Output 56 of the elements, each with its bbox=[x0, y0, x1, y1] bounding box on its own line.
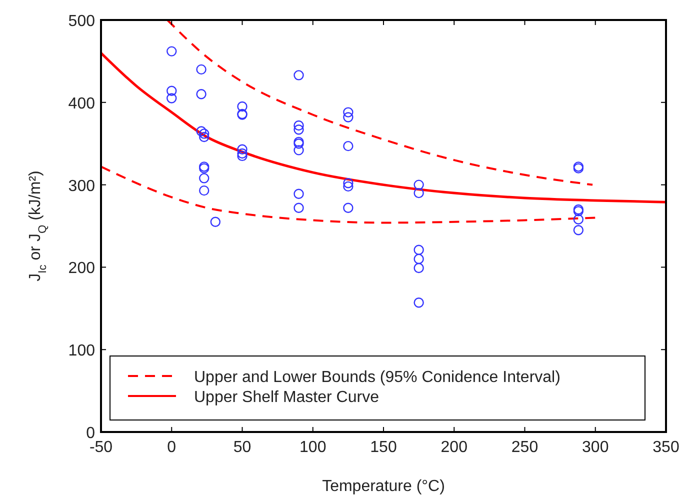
point bbox=[210, 216, 221, 227]
point bbox=[414, 254, 424, 264]
x-axis-title: Temperature (°C) bbox=[322, 478, 445, 495]
point bbox=[237, 148, 248, 159]
point bbox=[294, 202, 304, 213]
point bbox=[196, 64, 206, 75]
point bbox=[237, 144, 248, 154]
x-tick-label: 200 bbox=[440, 439, 468, 456]
x-tick-label: 0 bbox=[167, 439, 176, 456]
point bbox=[414, 298, 424, 308]
point bbox=[166, 86, 177, 96]
point bbox=[294, 120, 304, 131]
point bbox=[294, 145, 304, 156]
y-tick-label: 300 bbox=[68, 178, 96, 195]
x-tick-label: 150 bbox=[370, 439, 397, 456]
legend-label: Upper Shelf Master Curve bbox=[194, 389, 380, 406]
x-tick-label: 350 bbox=[652, 439, 680, 456]
line-series bbox=[166, 20, 594, 186]
point bbox=[414, 188, 424, 198]
point bbox=[199, 185, 210, 196]
x-tick-label: 300 bbox=[582, 439, 609, 456]
point bbox=[343, 107, 354, 118]
point bbox=[343, 140, 354, 152]
point bbox=[196, 89, 206, 100]
y-tick-label: 100 bbox=[68, 342, 96, 360]
point bbox=[573, 225, 584, 236]
point bbox=[343, 112, 354, 122]
point bbox=[414, 244, 424, 255]
x-tick-label: 100 bbox=[300, 439, 326, 456]
point bbox=[343, 202, 354, 213]
point bbox=[294, 188, 304, 199]
y-tick-label: 0 bbox=[86, 425, 96, 442]
point bbox=[343, 178, 354, 188]
x-tick-label: -50 bbox=[89, 439, 113, 456]
y-tick-label: 400 bbox=[68, 95, 96, 112]
point bbox=[294, 124, 304, 135]
x-tick-label: 50 bbox=[233, 439, 252, 456]
y-tick-label: 200 bbox=[68, 260, 96, 278]
line-series bbox=[101, 166, 596, 224]
legend-label: Upper and Lower Bounds (95% Conidence Interval) bbox=[194, 369, 560, 386]
point bbox=[573, 214, 584, 225]
line-series bbox=[101, 52, 666, 204]
y-tick-label: 500 bbox=[68, 13, 96, 30]
x-tick-label: 250 bbox=[511, 439, 538, 456]
point bbox=[343, 181, 354, 192]
point bbox=[414, 180, 424, 190]
point bbox=[196, 126, 206, 136]
point bbox=[237, 150, 248, 162]
point bbox=[294, 70, 304, 80]
point bbox=[199, 173, 210, 184]
point bbox=[414, 262, 424, 274]
point bbox=[199, 128, 210, 139]
point bbox=[166, 46, 177, 56]
point bbox=[199, 132, 210, 142]
point bbox=[166, 93, 177, 104]
point bbox=[237, 101, 248, 112]
